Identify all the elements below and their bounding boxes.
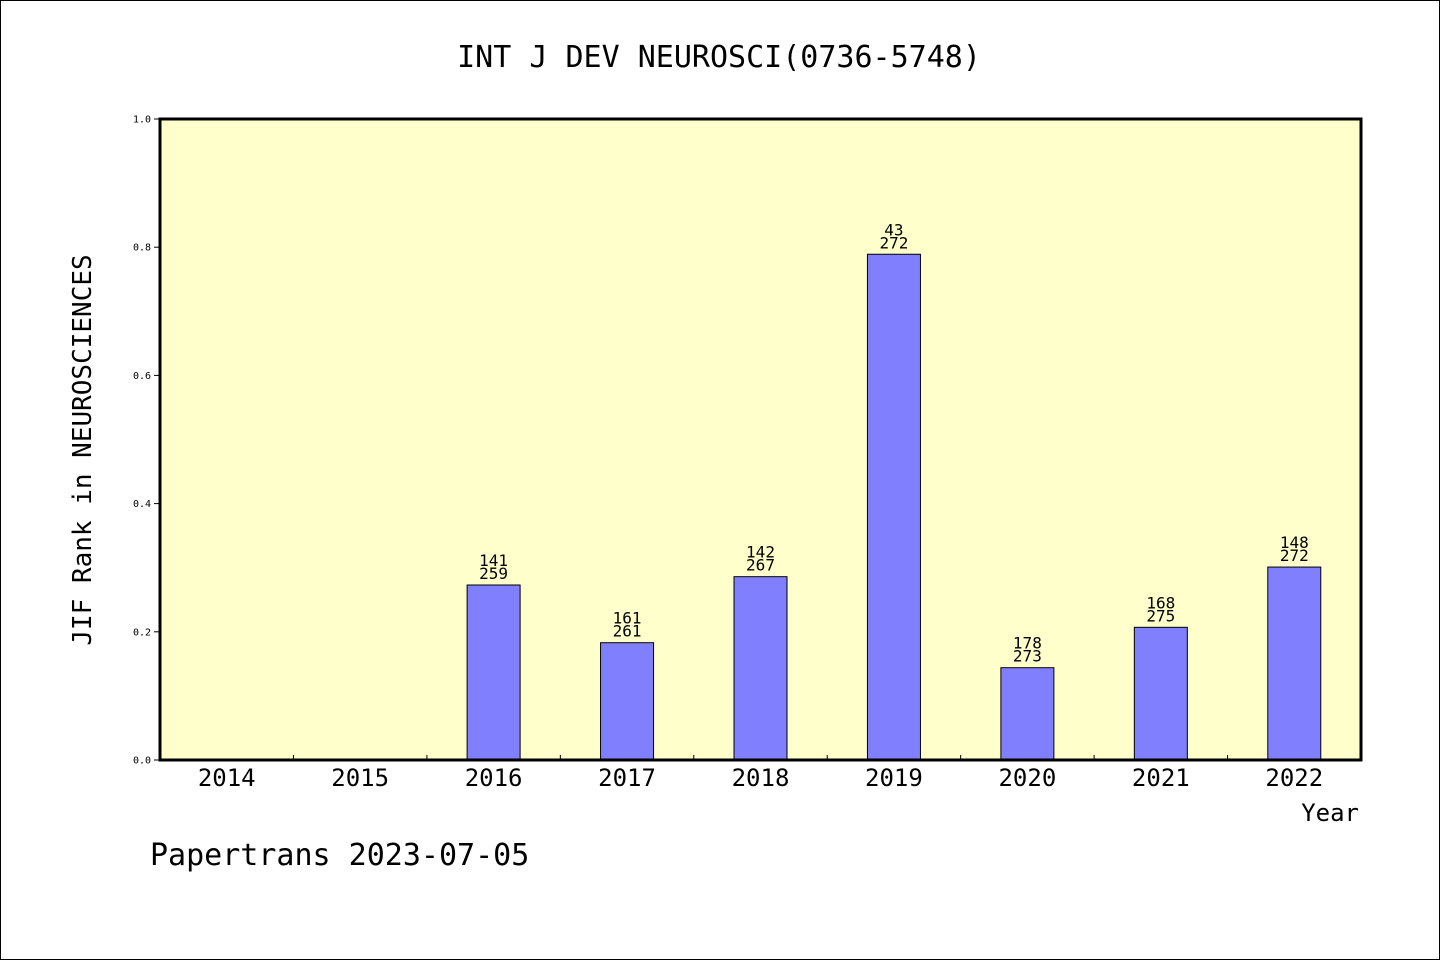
bar-rank-label: 142 bbox=[746, 543, 775, 562]
bar-total-label: 272 bbox=[879, 233, 908, 252]
y-tick-label: 0.6 bbox=[133, 371, 151, 382]
x-tick-label: 2021 bbox=[1132, 764, 1190, 792]
bar-rank-label: 43 bbox=[884, 220, 903, 239]
bar-total-label: 272 bbox=[1280, 546, 1309, 565]
footer-text: Papertrans 2023-07-05 bbox=[150, 838, 529, 873]
plot-border bbox=[158, 117, 1363, 762]
x-tick-label: 2020 bbox=[998, 764, 1056, 792]
y-tick-label: 0.4 bbox=[133, 499, 151, 510]
x-tick-label: 2018 bbox=[732, 764, 790, 792]
x-tick-label: 2022 bbox=[1265, 764, 1323, 792]
chart-title: INT J DEV NEUROSCI(0736-5748) bbox=[457, 40, 981, 75]
y-tick-label: 0.0 bbox=[133, 756, 151, 767]
bar-total-label: 259 bbox=[479, 564, 508, 583]
bar-rank-label: 161 bbox=[613, 609, 642, 628]
bar bbox=[1267, 566, 1322, 761]
bars-group: 1412591612611422674327217827316827514827… bbox=[466, 220, 1322, 761]
bar-rank-label: 141 bbox=[479, 551, 508, 570]
bar bbox=[733, 576, 788, 761]
x-tick-label: 2017 bbox=[598, 764, 656, 792]
x-axis-label: Year bbox=[1301, 799, 1359, 827]
bar-rank-label: 168 bbox=[1146, 593, 1175, 612]
bar-total-label: 273 bbox=[1013, 647, 1042, 666]
y-axis-label: JIF Rank in NEUROSCIENCES bbox=[68, 254, 98, 645]
bar-total-label: 275 bbox=[1146, 606, 1175, 625]
y-tick-label: 0.2 bbox=[133, 627, 151, 638]
bar bbox=[1000, 667, 1055, 761]
x-tick-label: 2015 bbox=[331, 764, 389, 792]
x-tick-label: 2016 bbox=[465, 764, 523, 792]
bar-rank-label: 148 bbox=[1280, 533, 1309, 552]
x-tick-label: 2014 bbox=[198, 764, 256, 792]
y-tick-label: 1.0 bbox=[133, 115, 151, 126]
bar-total-label: 267 bbox=[746, 556, 775, 575]
y-axis: 0.0 0.2 0.4 0.6 0.8 1.0 bbox=[133, 115, 160, 767]
bar-rank-label: 178 bbox=[1013, 634, 1042, 653]
x-tick-label: 2019 bbox=[865, 764, 923, 792]
bar-total-label: 261 bbox=[613, 622, 642, 641]
bar bbox=[866, 253, 921, 761]
bar bbox=[466, 584, 521, 761]
bar bbox=[600, 642, 655, 761]
x-axis: 2014 2015 2016 2017 2018 2019 2020 2021 2022 bbox=[198, 755, 1323, 792]
bar bbox=[1133, 626, 1188, 761]
y-tick-label: 0.8 bbox=[133, 243, 151, 254]
